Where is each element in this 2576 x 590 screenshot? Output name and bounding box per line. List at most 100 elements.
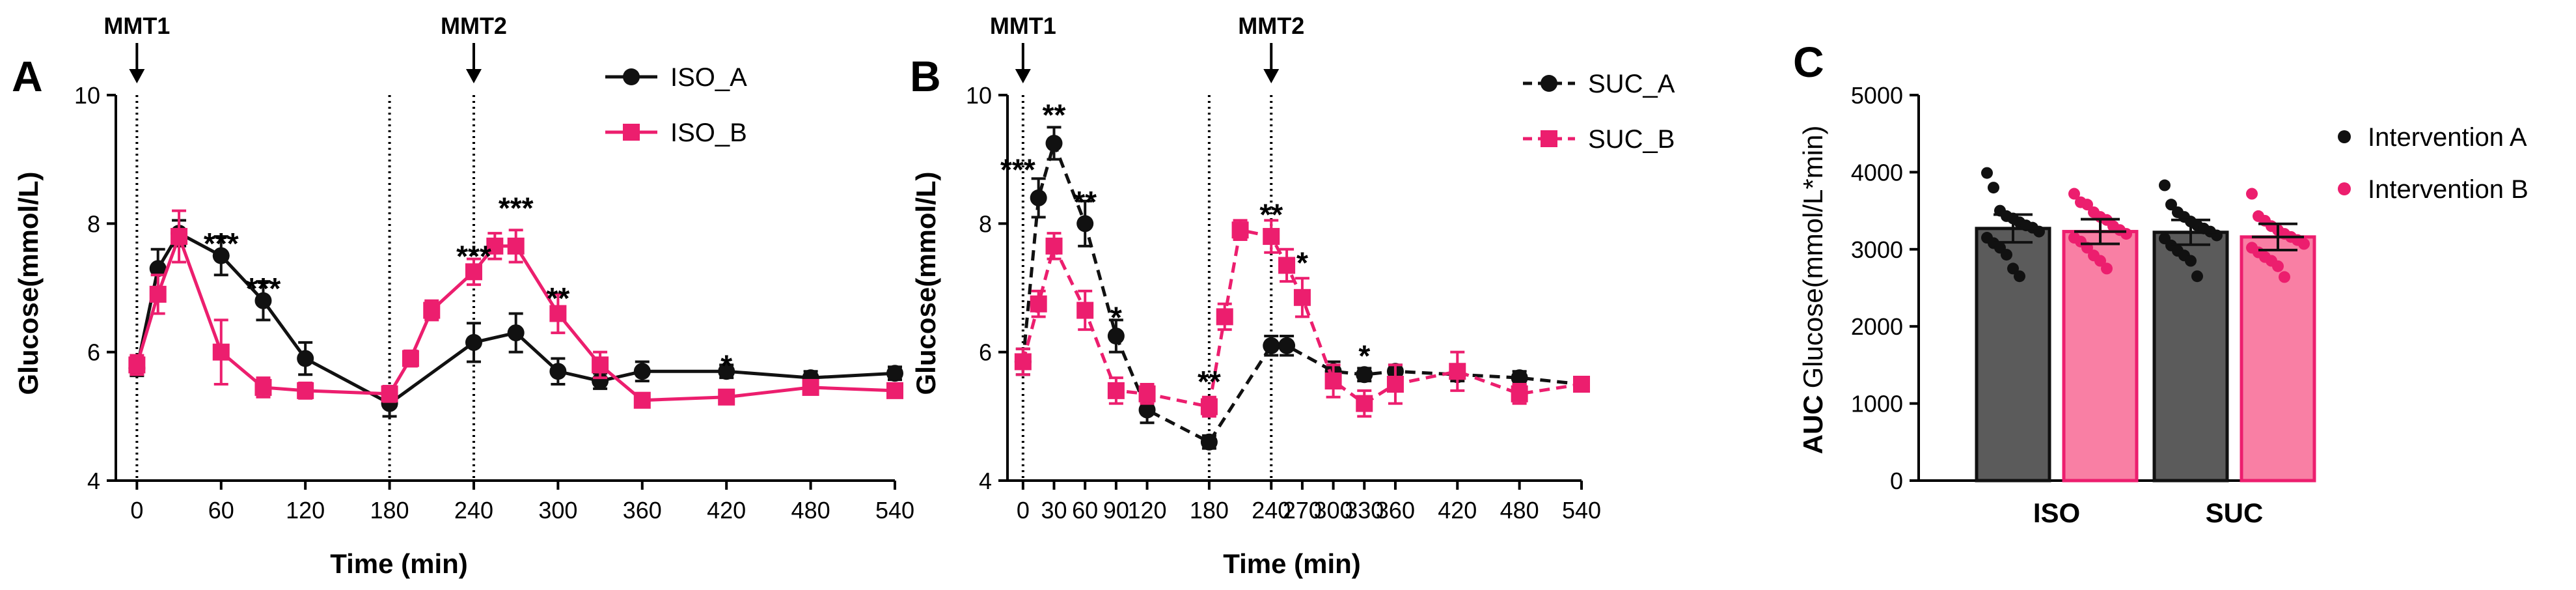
panel-a-series-iso-a-point	[149, 260, 167, 277]
panel-a-series-iso-b-point	[149, 285, 167, 303]
panel-b-x-tick-label: 540	[1562, 497, 1601, 524]
panel-c-category-label-iso: ISO	[2033, 498, 2080, 528]
panel-c-category-label-suc: SUC	[2206, 498, 2264, 528]
panel-b-y-tick-label: 4	[979, 468, 992, 494]
panel-a-series-iso-b-point	[128, 356, 146, 374]
panel-a-series-iso-b-point	[486, 237, 504, 255]
panel-a-y-tick-label: 8	[87, 210, 100, 237]
legend-label-intervention-a: Intervention A	[2368, 123, 2527, 152]
panel-c-y-tick-label: 1000	[1851, 391, 1903, 417]
panel-a-series-iso-a-point	[549, 363, 567, 380]
panel-c-bar-iso-intervention-a-point	[2001, 249, 2012, 261]
panel-b-series-suc-a-point	[1138, 401, 1156, 419]
panel-a-letter: A	[12, 52, 43, 100]
panel-c-bar-iso-intervention-a-point	[2014, 270, 2025, 283]
panel-b-series-suc-b-point	[1293, 288, 1311, 306]
panel-a: A Glucose(mmol/L) Time (min) ISO_A ISO_B…	[12, 12, 914, 579]
panel-a-series-iso-b-line	[135, 231, 896, 402]
panel-b-y-tick-label: 6	[979, 339, 992, 366]
panel-b-series-suc-b-point	[1200, 398, 1218, 415]
panel-a-marker-arrow-head	[465, 69, 482, 83]
panel-b-series-suc-b-point	[1138, 385, 1156, 402]
panel-a-series-iso-b-point	[297, 382, 314, 399]
panel-a-significance-marker: ***	[204, 227, 239, 260]
panel-b-significance-marker: *	[1358, 339, 1370, 373]
panel-a-legend: ISO_A ISO_B	[605, 63, 747, 147]
panel-b-series-suc-a-point	[1045, 135, 1063, 152]
panel-b-series-suc-a-point	[1107, 328, 1125, 344]
panel-a-series-iso-a-point	[886, 365, 903, 382]
panel-a-marker-label-mmt2: MMT2	[441, 12, 507, 39]
legend-marker-suc-a	[1541, 75, 1557, 92]
panel-b-series-suc-b-point	[1030, 295, 1047, 313]
panel-c-bar-iso-intervention-b	[2062, 230, 2139, 483]
panel-a-x-tick-label: 180	[370, 497, 409, 524]
panel-a-series-iso-b-point	[402, 350, 419, 367]
panel-a-series-iso-a-point	[718, 363, 735, 380]
panel-b-series-suc-a-point	[1263, 337, 1280, 354]
panel-c-bar-iso-intervention-b-point	[2120, 228, 2132, 240]
panel-a-series-iso-a-point	[465, 333, 482, 351]
panel-b-x-tick-label: 240	[1252, 497, 1291, 524]
panel-b-series-suc-b-point	[1511, 385, 1528, 402]
panel-b-series-suc-b-point	[1324, 372, 1342, 390]
panel-b-significance-marker: **	[1198, 365, 1221, 399]
panel-c-bar-suc-intervention-a-point	[2185, 255, 2197, 267]
panel-a-significance-marker: *	[720, 348, 732, 382]
panel-b-series-suc-b-line	[1021, 228, 1582, 409]
panel-b-series-suc-b-point	[1356, 395, 1373, 412]
panel-c-y-tick-label: 2000	[1851, 313, 1903, 340]
panel-b-x-tick-label: 60	[1072, 497, 1098, 524]
panel-b-series-suc-a-point	[1511, 369, 1528, 387]
panel-b-series-suc-a-point	[1076, 215, 1094, 232]
panel-c-legend: Intervention A Intervention B	[2338, 123, 2528, 204]
panel-c-bar-suc-intervention-a	[2152, 231, 2229, 483]
legend-dot-intervention-b	[2338, 182, 2351, 195]
legend-label-suc-a: SUC_A	[1588, 70, 1675, 98]
panel-b-series-suc-a-point	[1278, 337, 1296, 354]
panel-a-x-axis-title: Time (min)	[330, 548, 468, 579]
panel-c-bar-suc-intervention-b-point	[2279, 271, 2290, 283]
legend-marker-suc-b	[1541, 130, 1557, 147]
panel-a-series-iso-b-point	[254, 378, 272, 396]
panel-b-marker-label-mmt1: MMT1	[990, 12, 1056, 39]
panel-b-x-tick-label: 0	[1017, 497, 1030, 524]
panel-c-y-tick-label: 4000	[1851, 159, 1903, 186]
legend-label-suc-b: SUC_B	[1588, 125, 1675, 154]
panel-a-series-iso-b-point	[592, 356, 609, 374]
panel-b-series-suc-b-point	[1231, 221, 1249, 239]
panel-b-series-suc-b-point	[1045, 237, 1063, 255]
panel-b-series-suc-b-point	[1386, 376, 1404, 393]
panel-b-marker-arrow-head	[1263, 69, 1280, 83]
panel-b-significance-marker: *	[1110, 300, 1122, 334]
panel-a-series-iso-b-point	[171, 228, 188, 246]
panel-a-x-tick-label: 120	[286, 497, 325, 524]
panel-a-series-iso-b-point	[423, 302, 441, 319]
panel-b-letter: B	[910, 52, 941, 100]
panel-c-y-tick-label: 0	[1890, 468, 1903, 494]
panel-b-series-suc-b-point	[1278, 257, 1296, 274]
panel-c: C AUC Glucose(mmol/L*min) Intervention A …	[1793, 38, 2528, 528]
panel-b-series-suc-b-point	[1573, 376, 1590, 393]
panel-a-y-tick-label: 10	[74, 82, 100, 109]
panel-a-significance-marker: ***	[499, 191, 534, 225]
panel-b-x-tick-label: 360	[1376, 497, 1415, 524]
panel-a-x-tick-label: 480	[791, 497, 830, 524]
panel-c-bar-suc-intervention-b-point	[2246, 188, 2258, 200]
legend-dot-intervention-a	[2338, 130, 2351, 143]
panel-b-series-suc-a-point	[1030, 189, 1047, 206]
panel-c-bar-iso-intervention-a-point	[1981, 167, 1993, 179]
panel-c-bar-iso-intervention-b-point	[2068, 188, 2080, 200]
panel-b-x-tick-label: 300	[1314, 497, 1353, 524]
panel-a-significance-marker: ***	[246, 272, 281, 305]
panel-b-x-tick-label: 120	[1128, 497, 1167, 524]
panel-b-x-tick-label: 330	[1345, 497, 1384, 524]
panel-b-significance-marker: **	[1259, 198, 1283, 232]
panel-a-series-iso-b-point	[507, 237, 525, 255]
panel-b-series-suc-b-point	[1107, 382, 1125, 399]
panel-a-series-iso-b-point	[381, 385, 398, 402]
panel-a-x-tick-label: 240	[454, 497, 493, 524]
panel-a-significance-marker: ***	[456, 240, 491, 274]
panel-a-x-tick-label: 300	[538, 497, 577, 524]
panel-b-x-axis-title: Time (min)	[1223, 548, 1361, 579]
